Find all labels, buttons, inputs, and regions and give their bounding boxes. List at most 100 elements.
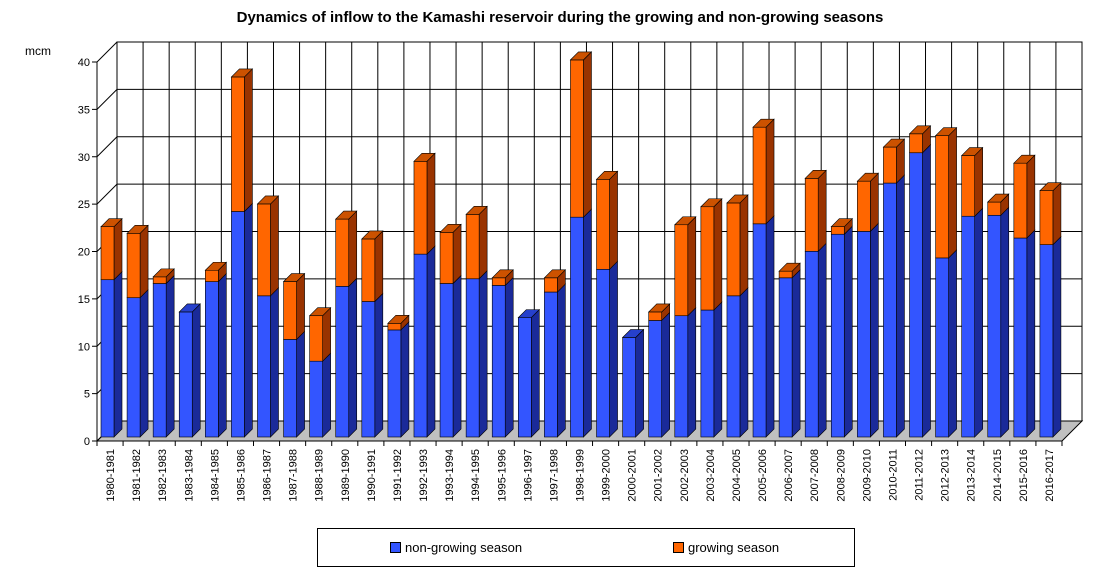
x-tick-label: 1996-1997	[522, 449, 534, 502]
bar-side	[452, 274, 462, 438]
x-tick-label: 1989-1990	[340, 449, 352, 502]
bar-side	[739, 287, 749, 438]
bar-growing	[674, 224, 689, 317]
bar-side	[244, 202, 253, 438]
bar-non-growing	[257, 295, 271, 438]
bar-non-growing	[648, 320, 663, 438]
bar-growing	[205, 269, 219, 282]
bar-top	[361, 230, 384, 240]
bar-non-growing	[622, 337, 636, 438]
bar-growing	[283, 281, 297, 340]
x-tick-label: 2015-2016	[1018, 449, 1030, 502]
bar-non-growing	[205, 281, 219, 438]
bar-non-growing	[544, 291, 558, 438]
bar-growing	[100, 226, 115, 281]
bar-top	[752, 118, 775, 128]
bar-side	[583, 208, 592, 438]
bar-non-growing	[935, 257, 949, 438]
bar-non-growing	[361, 301, 376, 438]
bar-top	[178, 303, 201, 313]
bar-non-growing	[335, 286, 350, 438]
bar-top	[543, 269, 567, 279]
bar-growing	[778, 270, 793, 279]
bar-non-growing	[1039, 244, 1054, 438]
bar-growing	[909, 133, 923, 154]
bar-top	[595, 170, 619, 180]
bar-side	[974, 207, 983, 438]
bar-growing	[231, 76, 245, 212]
bar-growing	[439, 232, 454, 284]
bar-side	[452, 223, 462, 285]
bar-top	[856, 172, 880, 182]
bar-side	[478, 205, 488, 280]
bar-side	[635, 328, 644, 438]
x-tick-label: 1998-1999	[575, 449, 587, 502]
bar-non-growing	[596, 268, 610, 438]
x-tick-label: 1990-1991	[366, 449, 378, 502]
x-tick-label: 1982-1983	[157, 449, 169, 502]
bar-non-growing	[909, 152, 923, 438]
bar-top	[778, 262, 801, 272]
bar-non-growing	[465, 278, 480, 438]
bar-side	[244, 68, 253, 213]
y-axis-label: mcm	[25, 44, 51, 58]
x-tick-label: 1980-1981	[105, 449, 117, 502]
side-gridline	[96, 183, 118, 205]
side-gridline	[96, 136, 118, 158]
bar-top	[908, 125, 932, 135]
bar-growing	[1013, 162, 1028, 239]
bar-growing	[883, 146, 897, 184]
bar-non-growing	[178, 311, 193, 438]
bar-top	[830, 218, 853, 227]
bar-side	[817, 242, 827, 438]
bar-non-growing	[830, 233, 845, 438]
legend-swatch	[673, 542, 684, 553]
bar-top	[700, 198, 723, 208]
bar-top	[1013, 154, 1036, 164]
bar-top	[621, 329, 645, 338]
bar-top	[335, 210, 358, 220]
bar-side	[1026, 154, 1036, 239]
legend-label: growing season	[688, 540, 780, 555]
bar-side	[817, 169, 827, 253]
bar-side	[609, 260, 618, 438]
x-tick-label: 2011-2012	[914, 449, 926, 501]
legend-label: non-growing season	[405, 540, 523, 555]
bar-top	[491, 269, 514, 279]
bar-side	[609, 170, 618, 271]
bar-side	[530, 308, 540, 438]
bar-growing	[857, 180, 871, 232]
bar-side	[322, 352, 331, 438]
bar-top	[960, 147, 984, 156]
bar-growing	[126, 232, 141, 299]
bar-growing	[570, 59, 584, 218]
bar-growing	[961, 155, 975, 217]
bar-top	[439, 224, 462, 233]
bar-side	[948, 126, 957, 259]
bar-growing	[830, 226, 845, 235]
bar-side	[504, 276, 514, 438]
bar-side	[426, 245, 436, 438]
side-gridline	[96, 41, 118, 63]
x-tick-label: 1993-1994	[444, 449, 456, 502]
bar-side	[191, 303, 201, 438]
bar-top	[230, 68, 254, 78]
chart-title: Dynamics of inflow to the Kamashi reserv…	[236, 9, 884, 26]
bar-growing	[804, 178, 819, 252]
bar-top	[726, 194, 749, 204]
x-tick-label: 1999-2000	[601, 449, 613, 502]
bar-non-growing	[804, 250, 819, 438]
x-tick-label: 1985-1986	[235, 449, 247, 502]
bar-growing	[491, 277, 506, 286]
bar-top	[282, 273, 306, 282]
bar-side	[583, 51, 592, 218]
x-tick-label: 1988-1989	[314, 449, 326, 502]
bar-top	[804, 170, 827, 179]
bar-side	[322, 306, 331, 362]
x-tick-label: 2013-2014	[966, 449, 978, 502]
x-tick-label: 2003-2004	[705, 449, 717, 502]
bar-side	[1026, 229, 1036, 438]
bar-side	[113, 217, 123, 281]
